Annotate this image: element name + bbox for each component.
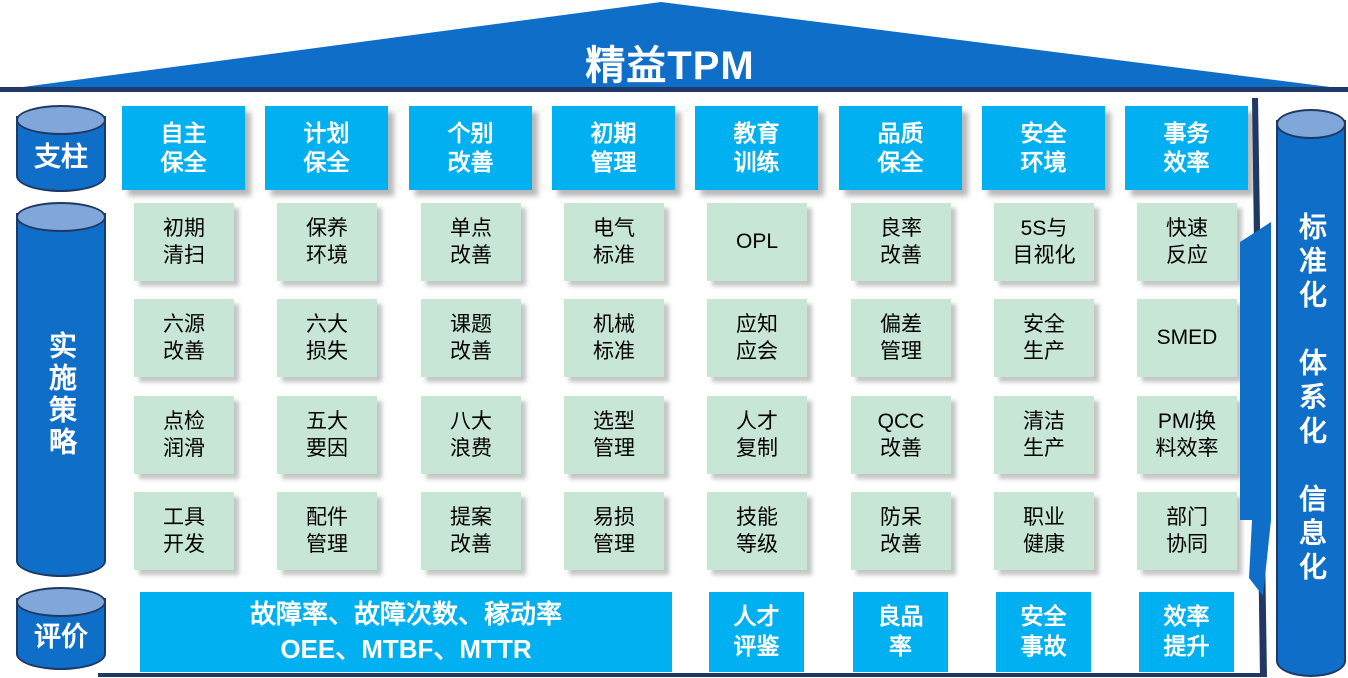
tpm-column: 个别 改善 单点 改善 课题 改善 八大 浪费 提案 改善 xyxy=(409,106,532,672)
evaluation-metric: 安全 事故 xyxy=(996,592,1091,672)
bottom-baseline xyxy=(98,673,1262,677)
pillars-grid: 自主 保全 初期 清扫 六源 改善 点检 润滑 工具 开发 计划 保全 保养 环… xyxy=(122,106,1248,672)
evaluation-metric-wide: 故障率、故障次数、稼动率 OEE、MTBF、MTTR xyxy=(140,592,672,672)
tpm-column: 安全 环境 5S与 目视化 安全 生产 清洁 生产 职业 健康 安全 事故 xyxy=(982,106,1105,672)
roof-shape xyxy=(0,2,1348,92)
column-header: 个别 改善 xyxy=(409,106,532,190)
strategy-item: 工具 开发 xyxy=(134,492,234,570)
roof-baseline xyxy=(0,87,1348,92)
divider-line xyxy=(1252,98,1267,677)
column-header: 教育 训练 xyxy=(695,106,818,190)
strategy-item: SMED xyxy=(1137,299,1237,377)
strategy-item: 人才 复制 xyxy=(707,396,807,474)
strategy-item: 单点 改善 xyxy=(421,203,521,281)
evaluation-metric: 效率 提升 xyxy=(1139,592,1234,672)
column-header: 品质 保全 xyxy=(839,106,962,190)
tpm-column: 初期 管理 电气 标准 机械 标准 选型 管理 易损 管理 xyxy=(552,106,675,672)
strategy-label: 实施策略 xyxy=(46,331,77,459)
strategy-item: 快速 反应 xyxy=(1137,203,1237,281)
strategy-item: 电气 标准 xyxy=(564,203,664,281)
strategy-item: 防呆 改善 xyxy=(851,492,951,570)
tpm-column: 计划 保全 保养 环境 六大 损失 五大 要因 配件 管理 xyxy=(265,106,388,672)
strategy-item: 提案 改善 xyxy=(421,492,521,570)
strategy-item: OPL xyxy=(707,203,807,281)
strategy-item: 易损 管理 xyxy=(564,492,664,570)
strategy-item: 课题 改善 xyxy=(421,299,521,377)
strategy-item: 六源 改善 xyxy=(134,299,234,377)
strategy-cylinder: 实施策略 xyxy=(16,202,106,577)
strategy-item: 初期 清扫 xyxy=(134,203,234,281)
strategy-item: 八大 浪费 xyxy=(421,396,521,474)
page-title: 精益TPM xyxy=(585,44,755,88)
strategy-item: 5S与 目视化 xyxy=(994,203,1094,281)
pillar-cylinder: 支柱 xyxy=(16,105,106,192)
strategy-item: 偏差 管理 xyxy=(851,299,951,377)
strategy-item: 良率 改善 xyxy=(851,203,951,281)
tpm-column: 教育 训练 OPL 应知 应会 人才 复制 技能 等级 人才 评鉴 xyxy=(695,106,818,672)
strategy-item: 配件 管理 xyxy=(277,492,377,570)
evaluation-metric: 人才 评鉴 xyxy=(709,592,804,672)
standardization-cylinder: 标准化 体系化 信息化 xyxy=(1276,109,1346,677)
tpm-column: 品质 保全 良率 改善 偏差 管理 QCC 改善 防呆 改善 良品 率 xyxy=(839,106,962,672)
evaluation-cylinder: 评价 xyxy=(16,587,106,670)
strategy-item: 职业 健康 xyxy=(994,492,1094,570)
strategy-item: 点检 润滑 xyxy=(134,396,234,474)
roof-triangle xyxy=(8,2,1346,89)
column-header: 初期 管理 xyxy=(552,106,675,190)
tpm-column: 自主 保全 初期 清扫 六源 改善 点检 润滑 工具 开发 xyxy=(122,106,245,672)
strategy-item: PM/换 料效率 xyxy=(1137,396,1237,474)
tpm-column: 事务 效率 快速 反应 SMED PM/换 料效率 部门 协同 效率 提升 xyxy=(1125,106,1248,672)
evaluation-label: 评价 xyxy=(34,621,88,652)
strategy-item: 清洁 生产 xyxy=(994,396,1094,474)
column-header: 计划 保全 xyxy=(265,106,388,190)
strategy-item: QCC 改善 xyxy=(851,396,951,474)
column-header: 事务 效率 xyxy=(1125,106,1248,190)
strategy-item: 机械 标准 xyxy=(564,299,664,377)
strategy-item: 选型 管理 xyxy=(564,396,664,474)
column-header: 自主 保全 xyxy=(122,106,245,190)
strategy-item: 六大 损失 xyxy=(277,299,377,377)
strategy-item: 应知 应会 xyxy=(707,299,807,377)
standardization-label: 标准化 体系化 信息化 xyxy=(1296,211,1327,586)
strategy-item: 五大 要因 xyxy=(277,396,377,474)
evaluation-metric: 良品 率 xyxy=(853,592,948,672)
strategy-item: 安全 生产 xyxy=(994,299,1094,377)
strategy-item: 部门 协同 xyxy=(1137,492,1237,570)
column-header: 安全 环境 xyxy=(982,106,1105,190)
pillar-label: 支柱 xyxy=(34,141,88,172)
strategy-item: 保养 环境 xyxy=(277,203,377,281)
strategy-item: 技能 等级 xyxy=(707,492,807,570)
